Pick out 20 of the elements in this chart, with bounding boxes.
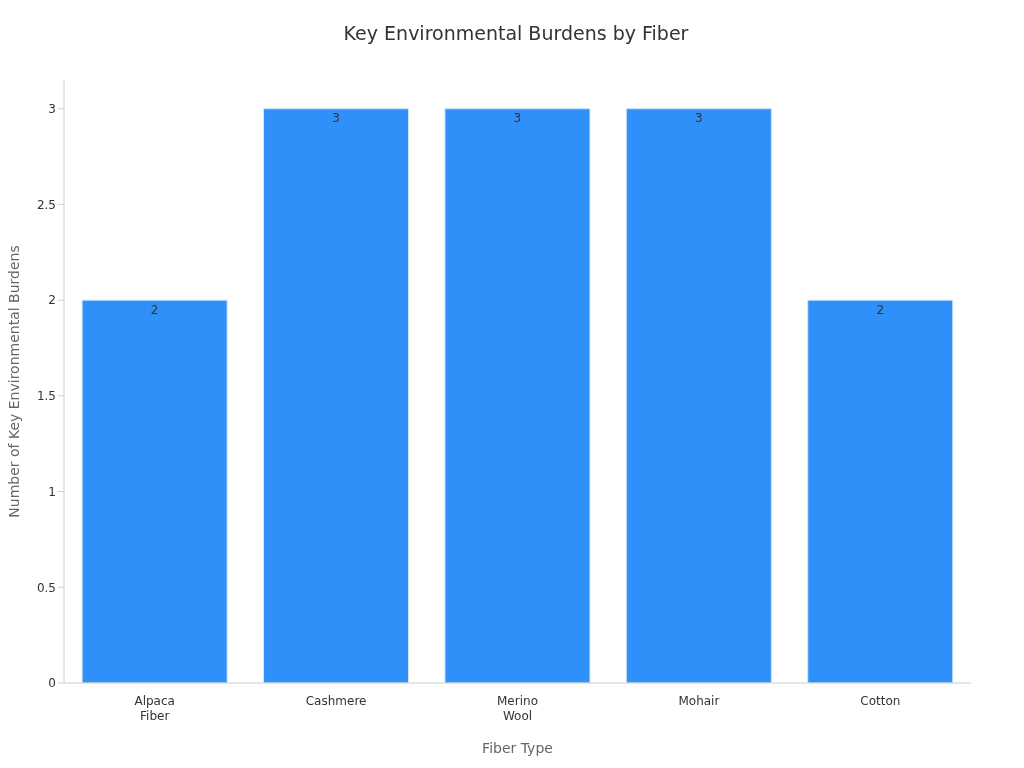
y-tick-label: 3 xyxy=(48,101,56,116)
y-tick-label: 2.5 xyxy=(36,197,56,212)
x-axis-title: Fiber Type xyxy=(482,740,553,756)
x-tick-label: Mohair xyxy=(678,694,720,708)
x-tick-label: Cashmere xyxy=(305,694,367,708)
chart-title: Key Environmental Burdens by Fiber xyxy=(342,22,690,44)
data-label: 3 xyxy=(332,111,340,126)
y-tick-label: 1.5 xyxy=(36,389,56,404)
y-tick-label: 1 xyxy=(48,484,56,499)
data-label: 3 xyxy=(695,111,703,126)
y-tick-label: 2 xyxy=(48,293,56,308)
y-axis-title: Number of Key Environmental Burdens xyxy=(5,245,22,518)
y-tick-label: 0 xyxy=(48,676,56,691)
data-label: 3 xyxy=(513,111,522,126)
data-label: 2 xyxy=(876,302,885,317)
x-tick-label: Merino Wool xyxy=(497,694,538,723)
x-tick-label: Cotton xyxy=(860,694,901,708)
x-tick-label: Alpaca Fiber xyxy=(134,694,175,723)
data-label: 2 xyxy=(150,302,159,317)
y-tick-label: 0.5 xyxy=(36,580,56,595)
